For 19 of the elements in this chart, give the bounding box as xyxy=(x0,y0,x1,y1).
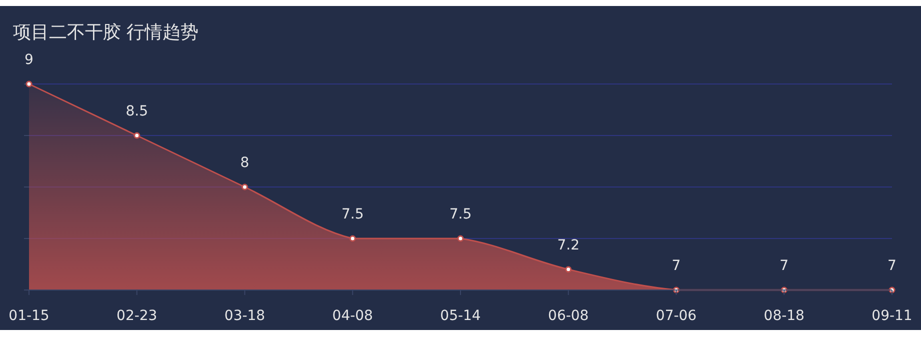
x-tick-label: 08-18 xyxy=(764,308,804,324)
data-label: 7 xyxy=(672,258,681,274)
x-tick-label: 04-08 xyxy=(332,308,373,324)
data-label: 7.2 xyxy=(557,237,580,254)
data-label: 7.5 xyxy=(449,206,472,222)
data-label: 8 xyxy=(240,155,250,171)
data-label: 7 xyxy=(780,258,789,274)
data-label: 7.5 xyxy=(341,206,364,222)
x-tick-label: 03-18 xyxy=(224,308,266,324)
x-tick-label: 09-11 xyxy=(872,308,912,324)
x-tick-label: 05-14 xyxy=(440,308,481,324)
data-label: 8.5 xyxy=(126,104,148,120)
x-tick-label: 07-06 xyxy=(656,308,697,324)
chart-title: 项目二不干胶 行情趋势 xyxy=(13,22,199,43)
data-label: 9 xyxy=(24,52,34,68)
x-tick-label: 01-15 xyxy=(8,308,50,324)
x-tick-label: 02-23 xyxy=(116,308,158,324)
x-tick-label: 06-08 xyxy=(548,308,589,324)
data-label: 7 xyxy=(888,258,896,274)
